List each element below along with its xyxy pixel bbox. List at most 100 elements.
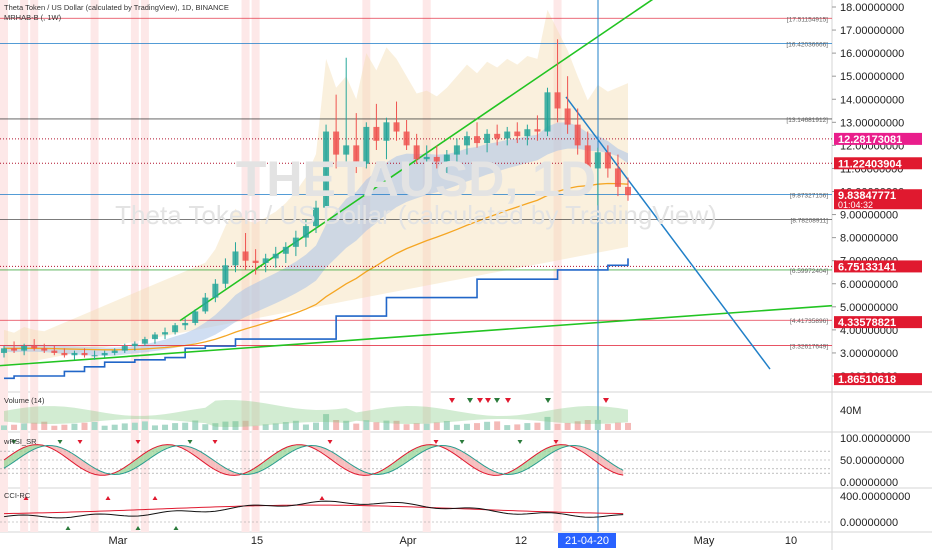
candle[interactable] (91, 350, 98, 360)
candle[interactable] (302, 219, 309, 247)
rsi-cloud-segment (580, 446, 585, 454)
rsi-signal-marker (135, 440, 141, 444)
candle[interactable] (242, 233, 249, 270)
candle-body (514, 131, 521, 137)
candle[interactable] (81, 348, 88, 358)
candle[interactable] (574, 108, 581, 155)
candle[interactable] (383, 117, 390, 160)
price-tag-box (834, 189, 922, 210)
candle[interactable] (31, 339, 38, 351)
candle-body (202, 297, 209, 312)
candle[interactable] (323, 124, 330, 215)
candle[interactable] (51, 346, 58, 356)
volume-signal-marker (477, 398, 483, 403)
candle[interactable] (212, 279, 219, 303)
candle-body (574, 124, 581, 146)
candle[interactable] (232, 242, 239, 273)
candle[interactable] (333, 94, 340, 169)
candle[interactable] (353, 113, 360, 174)
candle[interactable] (604, 145, 611, 178)
price-tag[interactable]: 1.86510618 (834, 373, 922, 386)
candle[interactable] (282, 242, 289, 263)
candle[interactable] (162, 327, 169, 340)
wrsi-pane[interactable]: 100.00000000 50.00000000 0.00000000 (0, 433, 910, 489)
candle[interactable] (614, 154, 621, 197)
candle[interactable] (584, 131, 591, 174)
rsi-signal-marker (11, 440, 17, 444)
candle[interactable] (292, 230, 299, 257)
candle[interactable] (504, 126, 511, 146)
candle[interactable] (453, 138, 460, 164)
candle[interactable] (21, 343, 28, 356)
candle[interactable] (141, 336, 148, 347)
volume-bar (11, 424, 18, 430)
candle[interactable] (403, 120, 410, 150)
rsi-signal-marker (187, 440, 193, 444)
candle[interactable] (413, 133, 420, 164)
candle[interactable] (544, 87, 551, 137)
cci-signal-marker (173, 526, 179, 530)
volume-signal-marker (545, 398, 551, 403)
rsi-cloud-segment (28, 444, 33, 453)
price-tag-value: 12.28173081 (838, 134, 902, 146)
candle[interactable] (534, 115, 541, 141)
candle[interactable] (554, 39, 561, 123)
volume-pane[interactable]: 40M (1, 398, 861, 430)
price-pane[interactable]: [17.51154915] [16.42036666] [13.14681912] [… (0, 0, 833, 532)
candle[interactable] (192, 309, 199, 326)
candle[interactable] (514, 122, 521, 144)
rsi-cloud-segment (618, 467, 624, 476)
candle[interactable] (121, 343, 128, 353)
candle[interactable] (272, 246, 279, 268)
candle[interactable] (222, 258, 229, 289)
candle[interactable] (151, 332, 158, 344)
candle[interactable] (484, 129, 491, 153)
candle[interactable] (433, 145, 440, 169)
price-tag[interactable]: 12.28173081 (834, 132, 922, 146)
rsi-cloud-segment (584, 447, 590, 457)
time-axis[interactable]: Mar 15 Apr 12 May 10 21-04-20 (109, 533, 798, 548)
cci-pane[interactable]: 400.00000000 0.00000000 (0, 491, 910, 530)
price-tag[interactable]: 4.33578821 (834, 316, 922, 329)
rsi-cloud-segment (316, 445, 321, 453)
price-tick: 17.00000000 (840, 25, 904, 37)
candle[interactable] (564, 76, 571, 134)
price-tag[interactable]: 6.75133141 (834, 260, 922, 273)
rsi-cloud-segment (296, 444, 302, 449)
cci-label: CCI-RC (4, 491, 31, 500)
candle[interactable] (41, 343, 48, 353)
crosshair-date-tag[interactable]: 21-04-20 (558, 533, 616, 548)
candle[interactable] (71, 350, 78, 360)
candle[interactable] (524, 124, 531, 146)
rsi-cloud-segment (517, 464, 523, 474)
candle[interactable] (443, 149, 450, 174)
candle[interactable] (373, 103, 380, 150)
price-axis[interactable]: 18.00000000 17.00000000 16.00000000 15.0000… (832, 2, 922, 386)
candle[interactable] (594, 147, 601, 206)
candle[interactable] (172, 322, 179, 335)
candle[interactable] (363, 122, 370, 169)
candle[interactable] (313, 200, 319, 234)
candle[interactable] (101, 350, 108, 358)
candle-body (363, 126, 370, 164)
candle[interactable] (262, 253, 269, 273)
candle[interactable] (423, 145, 430, 171)
candle[interactable] (182, 318, 189, 330)
candle[interactable] (393, 101, 400, 141)
candle[interactable] (1, 346, 7, 358)
candle[interactable] (463, 131, 470, 155)
candle[interactable] (131, 341, 138, 351)
candle[interactable] (111, 348, 118, 356)
candle[interactable] (202, 292, 209, 314)
candle[interactable] (474, 122, 481, 148)
candle[interactable] (61, 348, 68, 358)
candle[interactable] (11, 341, 18, 353)
candle[interactable] (494, 124, 501, 146)
candle[interactable] (625, 177, 631, 201)
price-tag[interactable]: 11.22403904 (834, 157, 922, 170)
candle[interactable] (343, 57, 350, 164)
candle[interactable] (252, 249, 259, 275)
rsi-signal-marker (77, 440, 83, 444)
